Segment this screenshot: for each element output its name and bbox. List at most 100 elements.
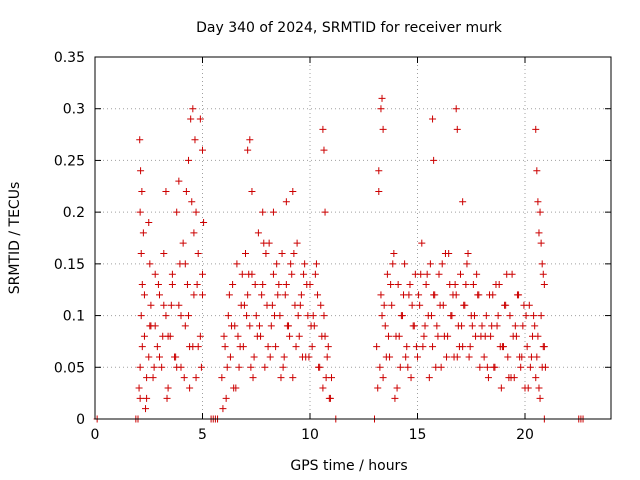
data-point: [254, 229, 262, 237]
data-point: [242, 250, 249, 258]
data-point: [136, 394, 144, 402]
data-point: [468, 322, 476, 330]
data-point: [478, 322, 486, 330]
data-point: [287, 260, 295, 268]
data-point: [473, 270, 481, 278]
data-point: [281, 291, 289, 299]
data-point: [282, 281, 290, 289]
data-point: [162, 312, 170, 320]
data-point: [279, 363, 287, 371]
data-point: [440, 332, 448, 340]
data-point: [191, 136, 199, 144]
data-point: [506, 312, 514, 320]
data-point: [182, 187, 190, 195]
data-point: [186, 384, 194, 392]
data-point: [224, 312, 232, 320]
data-point: [275, 281, 283, 289]
x-tick-label: 0: [91, 427, 100, 443]
data-point: [539, 343, 547, 351]
data-point: [259, 208, 267, 216]
data-point: [378, 94, 386, 102]
data-point: [394, 281, 402, 289]
data-point: [156, 291, 163, 299]
data-point: [320, 312, 328, 320]
x-tick-labels: 0 5 10 15 20: [91, 427, 534, 443]
data-point: [324, 343, 332, 351]
data-point: [433, 322, 441, 330]
data-point: [317, 301, 325, 309]
data-point: [465, 353, 473, 361]
data-point: [412, 343, 420, 351]
data-point: [326, 394, 334, 402]
data-point: [430, 156, 438, 164]
data-point: [136, 208, 144, 216]
data-point: [529, 332, 537, 340]
data-point: [229, 281, 237, 289]
data-point: [438, 260, 446, 268]
data-point: [244, 291, 252, 299]
data-point: [378, 312, 386, 320]
data-points: [93, 94, 587, 423]
data-point: [145, 218, 153, 226]
data-point: [175, 301, 183, 309]
axis-ticks: [94, 56, 611, 420]
data-point: [300, 270, 308, 278]
data-point: [219, 405, 227, 413]
data-point: [190, 291, 198, 299]
data-point: [244, 146, 252, 154]
data-point: [221, 343, 229, 351]
data-point: [482, 312, 490, 320]
data-point: [319, 384, 327, 392]
data-point: [233, 260, 241, 268]
data-point: [402, 353, 410, 361]
data-point: [282, 198, 290, 206]
data-point: [532, 374, 540, 382]
data-point: [143, 374, 151, 382]
data-point: [222, 394, 230, 402]
data-point: [137, 167, 145, 175]
data-point: [532, 125, 540, 133]
x-tick-label: 20: [516, 427, 534, 443]
data-point: [390, 250, 398, 258]
data-point: [533, 167, 541, 175]
data-point: [277, 374, 285, 382]
data-point: [286, 332, 294, 340]
data-point: [156, 353, 163, 361]
data-point: [245, 270, 253, 278]
data-point: [320, 146, 328, 154]
data-point: [145, 353, 153, 361]
data-point: [464, 250, 472, 258]
data-point: [164, 384, 172, 392]
data-point: [312, 260, 320, 268]
data-point: [427, 312, 435, 320]
data-point: [387, 281, 395, 289]
data-point: [492, 281, 500, 289]
data-point: [408, 301, 416, 309]
data-point: [517, 363, 525, 371]
data-point: [432, 363, 440, 371]
data-point: [404, 363, 412, 371]
data-point: [160, 250, 168, 258]
data-point: [139, 229, 147, 237]
data-point: [181, 322, 189, 330]
data-point: [445, 250, 453, 258]
data-point: [436, 301, 444, 309]
data-point: [226, 353, 234, 361]
data-point: [196, 332, 204, 340]
data-point: [137, 250, 145, 258]
data-point: [389, 260, 397, 268]
data-point: [377, 291, 385, 299]
data-point: [137, 312, 145, 320]
data-point: [138, 187, 146, 195]
data-point: [475, 291, 483, 299]
data-point: [373, 343, 381, 351]
data-point: [476, 363, 484, 371]
data-point: [490, 363, 498, 371]
data-point: [297, 291, 305, 299]
data-point: [395, 332, 403, 340]
data-point: [397, 312, 405, 320]
data-point: [147, 301, 155, 309]
data-point: [414, 353, 421, 361]
y-axis-label: SRMTID / TECUs: [7, 182, 23, 295]
